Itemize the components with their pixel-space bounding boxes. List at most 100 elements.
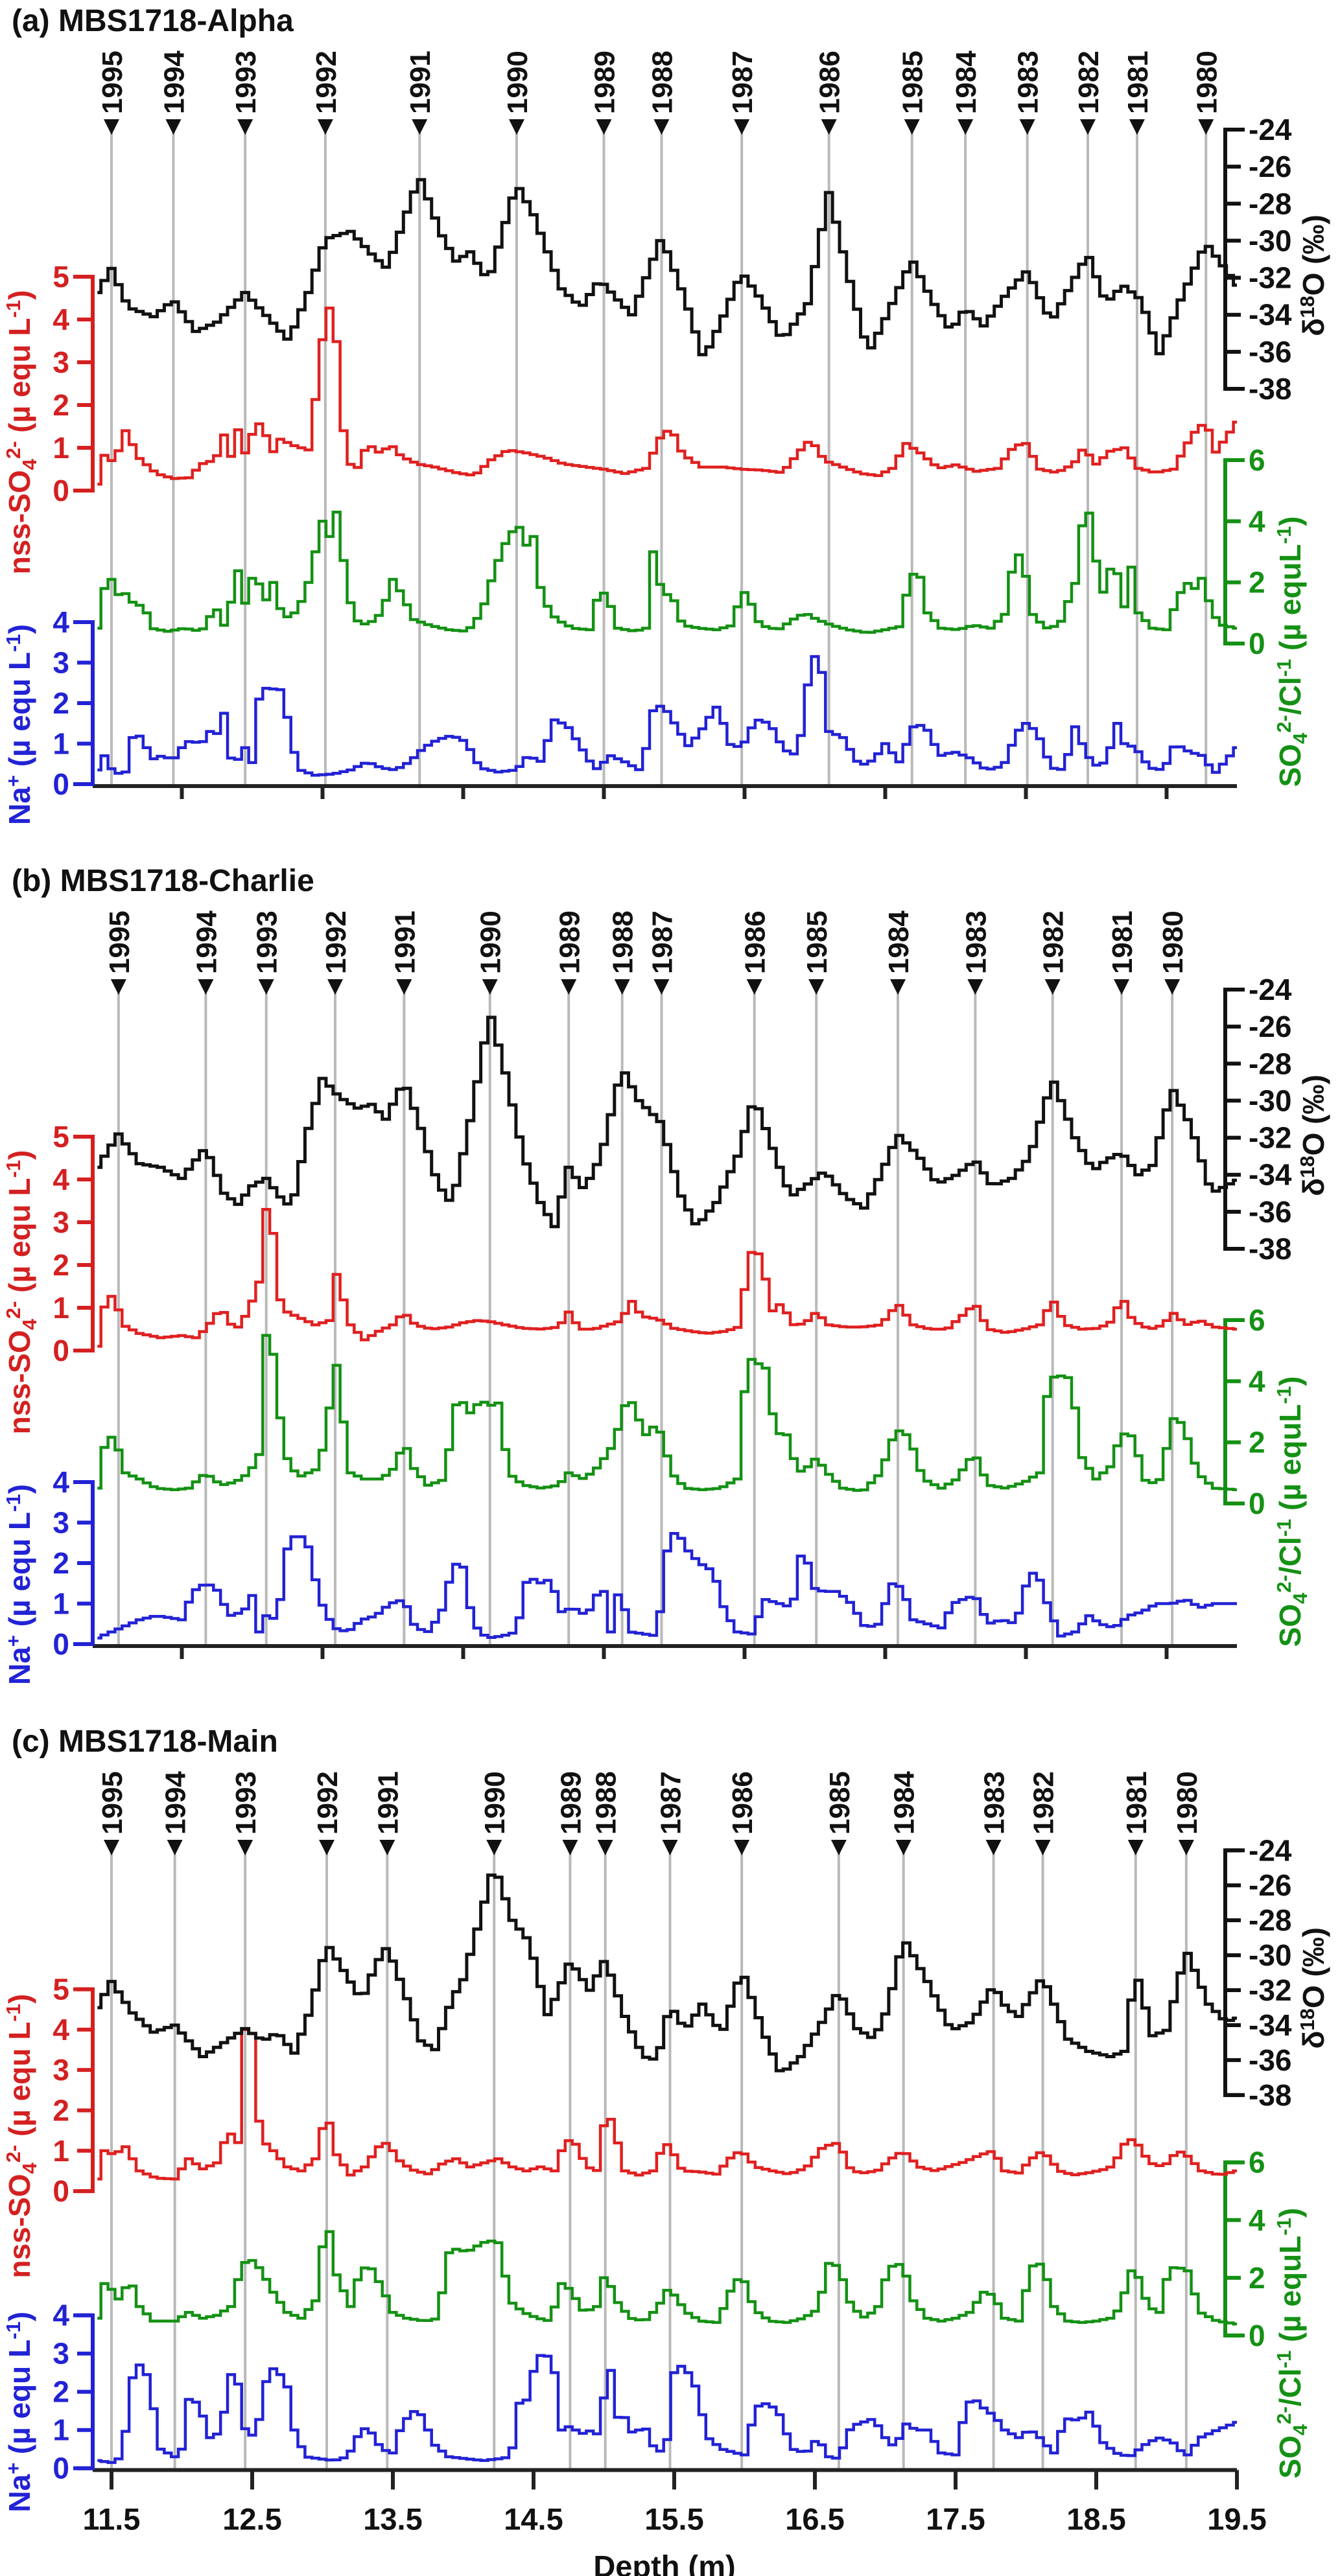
year-label: 1994 <box>191 911 222 974</box>
nss-SO4-trace <box>97 2028 1237 2181</box>
year-marker-triangle <box>486 1840 502 1855</box>
year-marker-triangle <box>808 979 825 995</box>
nss_so4-tick-label: 2 <box>53 388 69 422</box>
year-label: 1987 <box>646 911 678 974</box>
na-axis-title: Na+ (µ equ L-1) <box>2 624 36 825</box>
depth-tick-label: 17.5 <box>926 2502 985 2536</box>
nss_so4-tick-label: 1 <box>53 2134 69 2168</box>
year-label: 1986 <box>727 1771 758 1835</box>
Na+-trace <box>97 655 1237 777</box>
year-label: 1986 <box>740 911 771 974</box>
d18o-tick-label: -24 <box>1249 973 1292 1006</box>
nss_so4-tick-label: 0 <box>53 474 69 507</box>
depth-tick-label: 18.5 <box>1066 2502 1125 2536</box>
nss_so4-tick-label: 2 <box>53 2093 69 2127</box>
year-label: 1982 <box>1073 51 1105 114</box>
year-label: 1989 <box>555 1771 587 1835</box>
nss-SO4-trace <box>97 1207 1237 1348</box>
year-marker-triangle <box>258 979 274 995</box>
nss_so4-axis-spine <box>73 1135 95 1352</box>
d18o-axis-title: δ18O (‰) <box>1296 1074 1330 1196</box>
year-marker-triangle <box>597 1840 613 1855</box>
year-label: 1990 <box>502 51 534 114</box>
year-label: 1982 <box>1038 911 1070 974</box>
Na+-trace <box>97 1531 1237 1640</box>
nss_so4-tick-label: 0 <box>53 2174 69 2208</box>
year-label: 1983 <box>960 911 992 974</box>
year-label: 1981 <box>1121 1771 1153 1835</box>
year-marker-triangle <box>746 979 762 995</box>
depth-tick-label: 14.5 <box>504 2502 563 2536</box>
year-label: 1980 <box>1171 1771 1203 1835</box>
depth-tick-label: 19.5 <box>1207 2502 1266 2536</box>
year-label: 1992 <box>311 51 342 114</box>
so4_cl-tick-label: 4 <box>1249 504 1265 538</box>
d18o-tick-label: -26 <box>1249 1010 1291 1043</box>
na-tick-label: 3 <box>53 2337 69 2371</box>
na-tick-label: 4 <box>53 1465 69 1499</box>
nss_so4-axis-spine <box>73 275 95 493</box>
year-label: 1991 <box>372 1771 404 1835</box>
SO4/Cl-trace <box>97 510 1237 634</box>
year-marker-triangle <box>104 1840 119 1855</box>
nss_so4-tick-label: 5 <box>53 1973 69 2006</box>
year-label: 1984 <box>883 911 915 974</box>
so4_cl-axis-title: SO42-/Cl-1 (µ equL-1) <box>1273 2208 1311 2479</box>
so4_cl-tick-label: 2 <box>1249 1426 1265 1459</box>
na-tick-label: 1 <box>53 2413 69 2447</box>
nss_so4-tick-label: 4 <box>53 1163 69 1196</box>
year-marker-triangle <box>167 1840 183 1855</box>
d18o-tick-label: -26 <box>1249 150 1291 183</box>
d18o-axis-title: δ18O (‰) <box>1296 1927 1330 2049</box>
d18o-tick-label: -28 <box>1249 187 1291 220</box>
year-label: 1987 <box>655 1771 687 1835</box>
nss_so4-tick-label: 0 <box>53 1334 69 1367</box>
nss-SO4-trace <box>97 307 1237 486</box>
d18o-tick-label: -38 <box>1249 372 1291 406</box>
na-axis-title: Na+ (µ equ L-1) <box>2 2312 36 2512</box>
year-marker-triangle <box>562 1840 578 1855</box>
d18o-tick-label: -32 <box>1249 1973 1291 2007</box>
nss_so4-axis-title: nss-SO42- (µ equ L-1) <box>2 290 41 575</box>
year-marker-triangle <box>662 1840 678 1855</box>
year-marker-triangle <box>110 979 126 995</box>
nss_so4-tick-label: 4 <box>53 303 69 336</box>
d18o-tick-label: -34 <box>1249 1158 1292 1192</box>
year-label: 1985 <box>897 51 929 114</box>
year-marker-triangle <box>1198 119 1214 135</box>
depth-tick-label: 13.5 <box>363 2502 422 2536</box>
year-marker-triangle <box>958 119 974 135</box>
year-marker-triangle <box>1127 1840 1144 1855</box>
year-label: 1981 <box>1122 51 1154 114</box>
depth-tick-label: 16.5 <box>785 2502 844 2536</box>
year-label: 1995 <box>104 911 135 974</box>
Na+-trace <box>97 2354 1237 2465</box>
nss_so4-tick-label: 3 <box>53 345 69 379</box>
na-tick-label: 2 <box>53 2375 69 2409</box>
na-tick-label: 3 <box>53 646 69 680</box>
nss_so4-tick-label: 2 <box>53 1248 69 1282</box>
panel-a-plot: 1995 1994 1993 1992 1991 1990 1989 1988 1987 1986… <box>2 51 1330 825</box>
d18o-tick-label: -26 <box>1249 1868 1291 1902</box>
year-marker-triangle <box>830 1840 847 1855</box>
year-label: 1983 <box>979 1771 1011 1835</box>
year-label: 1982 <box>1028 1771 1060 1835</box>
so4_cl-axis-spine <box>1223 458 1245 645</box>
so4_cl-tick-label: 4 <box>1249 2203 1265 2237</box>
year-marker-triangle <box>734 119 750 135</box>
year-label: 1995 <box>97 51 128 114</box>
year-label: 1993 <box>230 51 262 114</box>
d18o-tick-label: -38 <box>1249 2078 1291 2112</box>
year-label: 1990 <box>479 1771 511 1835</box>
year-marker-triangle <box>412 119 428 135</box>
na-tick-label: 1 <box>53 1587 69 1621</box>
x-axis-title: Depth (m) <box>593 2549 735 2576</box>
year-label: 1987 <box>727 51 758 114</box>
year-label: 1991 <box>389 911 421 974</box>
nss_so4-tick-label: 1 <box>53 431 69 465</box>
year-label: 1993 <box>230 1771 262 1835</box>
year-marker-triangle <box>319 1840 335 1855</box>
na-tick-label: 3 <box>53 1506 69 1540</box>
so4_cl-axis-title: SO42-/Cl-1 (µ equL-1) <box>1273 516 1311 787</box>
panel-b-title: (b) MBS1718-Charlie <box>12 864 314 898</box>
